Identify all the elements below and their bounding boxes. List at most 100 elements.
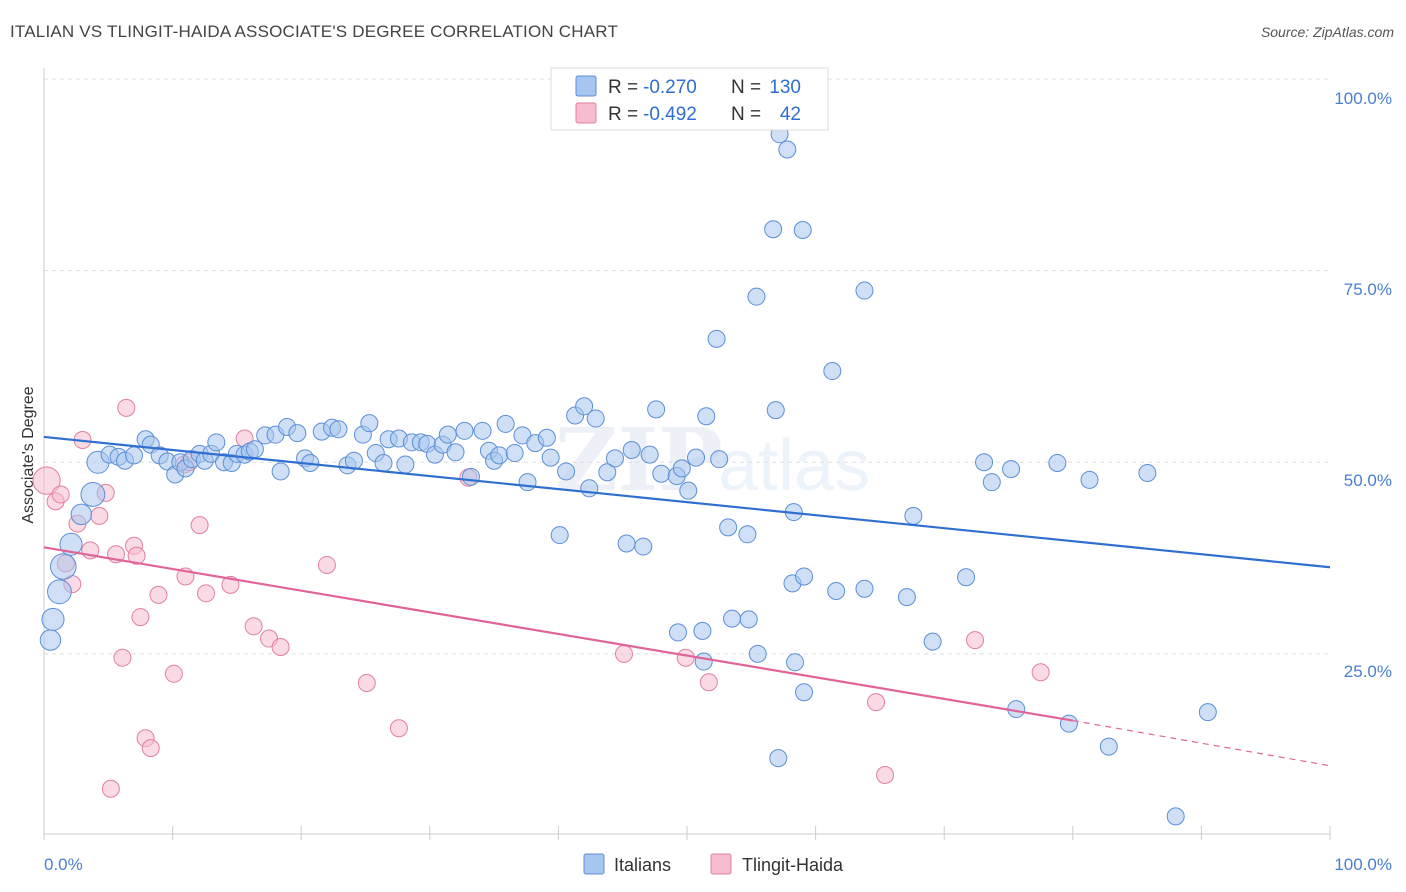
italians-point — [39, 629, 62, 651]
italians-point — [647, 400, 666, 419]
tlingit-haida-point — [51, 485, 70, 504]
italians-point — [769, 749, 788, 768]
italians-point — [778, 140, 797, 159]
tlingit-haida-point — [357, 674, 376, 693]
italians-trend-line — [43, 435, 1331, 569]
y-tick-label: 25.0% — [1344, 662, 1392, 681]
italians-point — [47, 579, 72, 605]
italians-point — [580, 479, 599, 498]
italians-point — [50, 553, 77, 580]
italians-point — [739, 610, 758, 629]
source-label: Source: ZipAtlas.com — [1260, 24, 1394, 40]
italians-point — [766, 401, 785, 420]
italians-point — [982, 473, 1001, 492]
italians-point — [707, 329, 726, 348]
italians-point — [461, 467, 480, 486]
tlingit-haida-trend-line — [43, 546, 1073, 722]
tlingit-haida-point — [1031, 663, 1050, 682]
italians-point — [634, 537, 653, 556]
italians-point — [747, 287, 766, 306]
italians-point — [329, 420, 348, 439]
italians-point — [396, 455, 415, 474]
italians-point — [1138, 463, 1157, 482]
italians-point — [288, 424, 307, 443]
chart-title: ITALIAN VS TLINGIT-HAIDA ASSOCIATE'S DEG… — [10, 22, 619, 41]
italians-point — [125, 446, 144, 465]
italians-point — [923, 632, 942, 651]
tlingit-haida-point — [117, 398, 136, 417]
legend-tlingit-swatch — [710, 853, 732, 875]
tlingit-haida-point — [113, 648, 132, 667]
italians-swatch — [575, 75, 597, 97]
italians-point — [490, 446, 509, 465]
tlingit-haida-point — [32, 466, 61, 495]
italians-point — [1080, 470, 1099, 489]
italians-point — [575, 397, 594, 416]
tlingit-haida-point — [149, 585, 168, 604]
italians-point — [793, 221, 812, 240]
italians-point — [795, 683, 814, 702]
tlingit-swatch — [575, 102, 597, 124]
italians-point — [541, 448, 560, 467]
italians-point — [652, 464, 671, 483]
italians-point — [59, 532, 83, 556]
legend-italians-swatch — [583, 853, 605, 875]
italians-point — [823, 362, 842, 381]
italians-point — [41, 607, 65, 631]
tlingit-haida-point — [90, 506, 109, 525]
italians-point — [438, 425, 457, 444]
italians-point — [975, 453, 994, 472]
italians-point — [693, 621, 712, 640]
x-axis-ticks — [43, 826, 1331, 840]
series-legend: Italians Tlingit-Haida — [583, 853, 844, 875]
italians-point — [271, 462, 290, 481]
legend-tlingit-label: Tlingit-Haida — [742, 855, 844, 875]
italians-point — [473, 421, 492, 440]
n-label: N = — [731, 77, 761, 98]
tlingit-haida-point — [317, 555, 336, 574]
stats-legend-box — [550, 67, 829, 131]
tlingit-haida-point — [127, 546, 146, 565]
tlingit-haida-point — [141, 739, 160, 758]
tlingit-n-value: 42 — [780, 104, 801, 125]
y-tick-label: 75.0% — [1344, 280, 1392, 299]
y-tick-label: 100.0% — [1334, 89, 1392, 108]
y-tick-labels: 100.0% 75.0% 50.0% 25.0% — [1334, 89, 1392, 681]
tlingit-haida-point — [966, 631, 985, 650]
watermark-atlas: atlas — [718, 426, 870, 506]
italians-point — [855, 579, 874, 598]
tlingit-haida-point — [876, 765, 895, 784]
italians-point — [80, 482, 106, 507]
italians-point — [617, 534, 636, 553]
x-tick-label-min: 0.0% — [44, 855, 83, 874]
tlingit-haida-point — [389, 719, 408, 738]
italians-point — [496, 414, 515, 433]
italians-point — [550, 526, 569, 545]
italians-point — [679, 481, 698, 500]
italians-point — [668, 623, 687, 642]
tlingit-haida-point — [271, 637, 290, 656]
italians-point — [598, 463, 617, 482]
italians-point — [446, 443, 465, 462]
tlingit-haida-point — [676, 648, 695, 667]
italians-point — [557, 462, 576, 481]
italians-point — [723, 609, 742, 628]
italians-point — [70, 503, 92, 526]
stats-legend: R = -0.270 N = 130 R = -0.492 N = 42 — [550, 67, 829, 131]
italians-point — [786, 653, 805, 672]
italians-point — [1099, 737, 1118, 756]
tlingit-haida-point — [221, 575, 240, 594]
tlingit-haida-point — [101, 779, 120, 798]
italians-point — [586, 409, 605, 428]
italians-point — [904, 506, 923, 525]
italians-point — [374, 454, 393, 473]
trend-lines — [43, 435, 1331, 767]
italians-point — [738, 525, 757, 544]
italians-point — [795, 567, 814, 586]
r-label: R = — [608, 104, 638, 125]
italians-r-value: -0.270 — [643, 77, 697, 98]
tlingit-haida-point — [197, 584, 216, 603]
italians-points — [39, 125, 1217, 826]
italians-n-value: 130 — [769, 77, 801, 98]
